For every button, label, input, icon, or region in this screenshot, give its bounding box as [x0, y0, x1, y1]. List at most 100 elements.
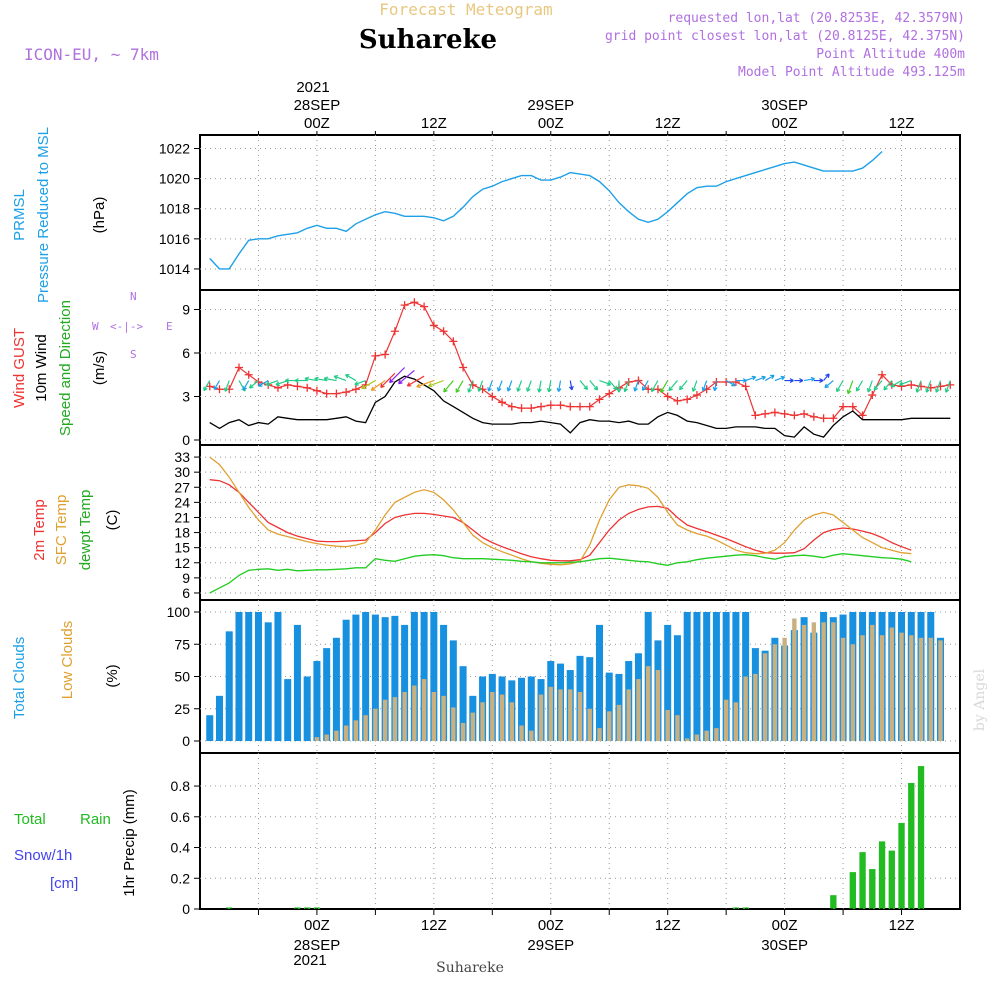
top-hour-label: 00Z	[538, 115, 564, 132]
panel-frame	[199, 752, 961, 910]
wind-direction-arrow	[725, 380, 736, 387]
total-cloud-bar	[712, 612, 720, 741]
low-cloud-bar	[636, 679, 641, 741]
total-cloud-bar	[732, 612, 740, 741]
rain-bar	[294, 907, 301, 909]
label-10m-wind: 10m Wind	[33, 334, 50, 402]
wind-direction-arrow	[314, 376, 327, 382]
wind-gust-marker	[663, 392, 672, 401]
low-cloud-bar	[646, 666, 651, 741]
low-cloud-bar	[694, 734, 700, 741]
wind-direction-arrow	[556, 380, 562, 393]
wind-direction-arrow	[944, 380, 951, 393]
label-total: Total	[14, 811, 46, 828]
total-cloud-bar	[401, 624, 409, 741]
rain-bar	[313, 907, 321, 909]
label-rain: Rain	[80, 811, 111, 828]
wind-direction-arrow	[873, 380, 883, 391]
wind-gust-marker	[692, 391, 701, 400]
wind-direction-arrow	[477, 380, 484, 392]
bottom-hour-label: 00Z	[538, 917, 564, 934]
wind-direction-arrow	[249, 380, 259, 389]
total-cloud-bar	[673, 635, 681, 741]
low-cloud-bar	[704, 730, 709, 741]
y-tick-label: 6	[182, 585, 190, 601]
low-cloud-bar	[499, 694, 505, 741]
total-cloud-bar	[264, 622, 272, 741]
low-cloud-bar	[860, 635, 865, 741]
wind-direction-arrow	[803, 376, 816, 382]
wind-direction-arrow	[546, 380, 552, 393]
wind-direction-arrow	[257, 380, 269, 387]
top-date-label: 30SEP	[761, 97, 808, 114]
total-cloud-bar	[440, 624, 448, 741]
footer-location: Suhareke	[436, 960, 504, 976]
wind-gust-marker	[537, 402, 546, 411]
rain-bar	[908, 782, 915, 909]
wind-gust-marker	[595, 395, 604, 404]
label-percent: (%)	[104, 664, 121, 687]
total-cloud-bar	[215, 695, 223, 741]
low-cloud-bar	[743, 676, 748, 741]
y-tick-label: 50	[174, 669, 190, 685]
total-cloud-bar	[332, 637, 340, 741]
total-cloud-bar	[410, 612, 418, 741]
wind-direction-arrow	[265, 379, 279, 387]
low-cloud-bar	[382, 699, 388, 741]
low-cloud-bar	[451, 707, 456, 741]
low-cloud-bar	[353, 720, 359, 741]
wind-direction-arrow	[589, 380, 599, 391]
wind-direction-arrow	[380, 372, 396, 389]
wind-direction-arrow	[616, 380, 622, 393]
info-line-3: Point Altitude 400m	[816, 47, 965, 62]
y-tick-label: 1020	[159, 171, 190, 187]
wind-gust-marker	[498, 398, 507, 407]
top-hour-label: 00Z	[304, 115, 330, 132]
top-date-label: 28SEP	[294, 97, 341, 114]
clouds-panel: 0 25 50 75 100	[167, 599, 961, 754]
total-cloud-bar	[703, 612, 711, 741]
top-hour-label: 12Z	[421, 115, 447, 132]
rain-bar	[830, 895, 837, 909]
y-tick-label: 9	[182, 570, 190, 586]
wind-gust-marker	[449, 337, 458, 346]
y-tick-label: 1022	[159, 141, 190, 157]
wind-direction-arrow	[899, 379, 912, 387]
wind-gust-marker	[741, 382, 750, 391]
rain-bar	[226, 907, 233, 909]
label-sfc-temp: SFC Temp	[53, 495, 70, 566]
wind-direction-arrow	[712, 380, 718, 392]
total-cloud-bar	[586, 657, 594, 741]
y-tick-label: 30	[174, 464, 190, 480]
wind-direction-arrow	[354, 379, 366, 386]
wind-gust-marker	[556, 401, 565, 410]
wind-gust-marker	[761, 409, 770, 418]
y-tick-label: 1016	[159, 231, 190, 247]
wind-gust-marker	[683, 395, 692, 404]
wind-direction-arrow	[846, 380, 854, 395]
total-cloud-bar	[284, 679, 292, 741]
wind-gust-marker	[527, 404, 536, 413]
wind-gust-marker	[585, 402, 594, 411]
low-cloud-bar	[314, 737, 320, 741]
wind-gust-marker	[371, 351, 380, 360]
low-cloud-bar	[801, 624, 807, 741]
pressure-line	[209, 150, 883, 270]
panel-frame	[199, 134, 961, 291]
total-cloud-bar	[449, 640, 457, 741]
total-cloud-bar	[693, 612, 701, 741]
wind-direction-arrow	[883, 380, 893, 391]
low-cloud-bar	[762, 653, 768, 741]
wind-gust-marker	[848, 402, 857, 411]
wind-direction-arrow	[304, 376, 318, 382]
low-cloud-bar	[402, 691, 407, 741]
total-cloud-bar	[371, 614, 379, 741]
total-cloud-bar	[430, 612, 438, 741]
low-cloud-bar	[811, 622, 817, 741]
low-cloud-bar	[431, 691, 437, 741]
top-hour-label: 00Z	[772, 115, 798, 132]
wind-direction-arrow	[428, 379, 444, 388]
low-cloud-bar	[412, 685, 417, 741]
low-cloud-bar	[373, 708, 378, 741]
label-total-clouds: Total Clouds	[11, 637, 28, 720]
